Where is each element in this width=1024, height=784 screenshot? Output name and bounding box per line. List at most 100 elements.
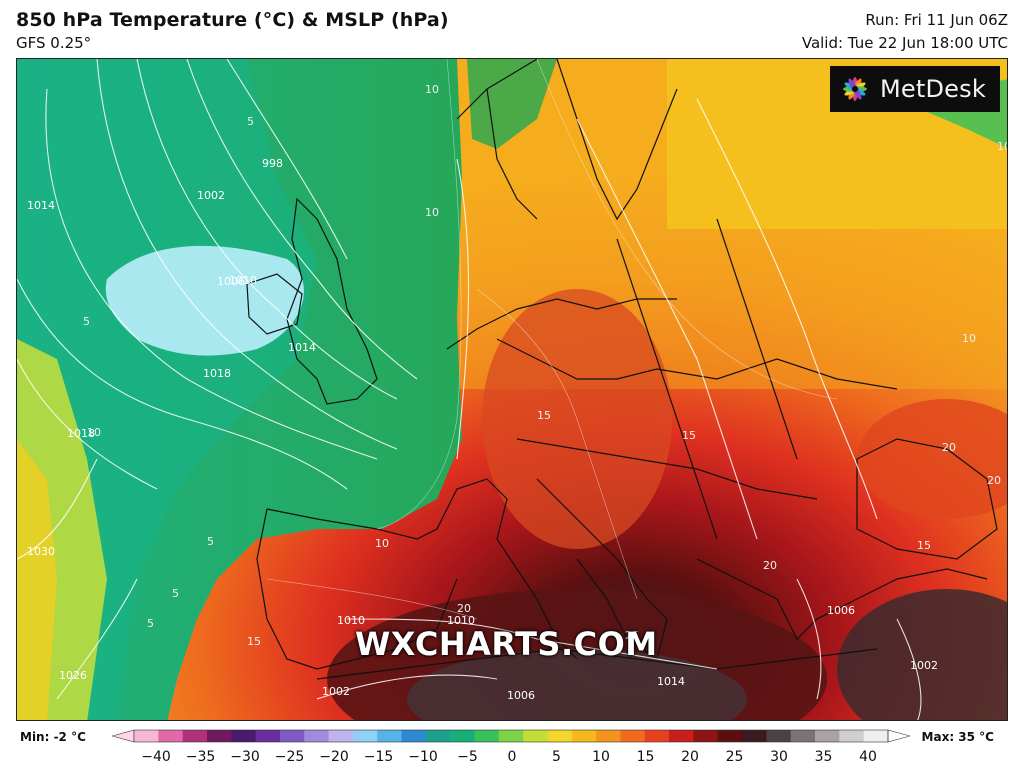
legend-tick-label: 15	[636, 749, 655, 765]
north-africa-coast	[316, 648, 878, 680]
legend-swatch	[644, 730, 670, 742]
legend-swatch	[839, 730, 865, 742]
map-canvas: 998 1002 1006 1010 1014 1018 1026 1030 1…	[17, 59, 1007, 720]
legend-tick-label: −35	[185, 749, 216, 765]
temp-label: 10	[962, 332, 976, 345]
isobar-east-2	[576, 118, 758, 540]
temp-label: 10	[375, 537, 389, 550]
temp-label: 5	[247, 115, 254, 128]
france-iberia-coast	[266, 478, 578, 660]
legend-swatch	[182, 730, 208, 742]
temp-label: 20	[942, 441, 956, 454]
temp-label: 15	[537, 409, 551, 422]
valid-time: Valid: Tue 22 Jun 18:00 UTC	[801, 34, 1008, 52]
legend-swatch	[498, 730, 524, 742]
legend-swatch	[450, 730, 476, 742]
legend-swatch	[401, 730, 427, 742]
isobar-1002-south	[316, 674, 498, 700]
isobar-label: 1002	[910, 659, 938, 672]
iberia-coast	[256, 508, 458, 670]
isobar-1018	[17, 278, 348, 490]
isobar-label: 1006	[217, 275, 245, 288]
isobar-1002	[186, 59, 418, 380]
legend-swatch	[158, 730, 184, 742]
isobar-labels: 998 1002 1006 1010 1014 1018 1026 1030 1…	[27, 157, 938, 702]
black-sea-hot	[857, 399, 1007, 519]
legend-max-label: Max: 35 °C	[921, 730, 994, 744]
legend-min-label: Min: -2 °C	[20, 730, 86, 744]
isobar-1010-south	[346, 618, 718, 670]
legend-low-arrow	[110, 729, 135, 743]
legend-swatch	[571, 730, 597, 742]
isobar-label: 1030	[27, 545, 55, 558]
legend-swatch	[766, 730, 792, 742]
temp-label: 5	[172, 587, 179, 600]
legend-swatch	[523, 730, 548, 742]
isobar-label: 1018	[67, 427, 95, 440]
legend-swatch	[742, 730, 767, 742]
isobar-label: 1002	[322, 685, 350, 698]
legend-swatch	[328, 730, 354, 742]
legend-swatch	[304, 730, 330, 742]
isobar-1022	[17, 358, 158, 490]
country-border-3	[616, 238, 718, 540]
isobar-1014	[45, 88, 378, 460]
country-border-2	[516, 438, 818, 500]
great-britain-coast	[286, 197, 378, 405]
temperature-contours	[266, 59, 838, 620]
isobar-label: 1006	[507, 689, 535, 702]
legend-ticks: −40 −35 −30 −25 −20 −15 −10 −5 0 5 10 15 20 25 30 35 40	[0, 749, 1024, 769]
metdesk-flower-icon	[843, 77, 867, 101]
legend-swatch	[134, 730, 159, 742]
isobar-label: 1026	[59, 669, 87, 682]
isobars	[17, 59, 922, 720]
country-border-1	[496, 338, 898, 390]
country-border-4	[716, 218, 798, 460]
legend-swatch	[377, 730, 403, 742]
temp-label: 20	[457, 602, 471, 615]
legend-swatch	[231, 730, 257, 742]
temp-label: 10	[425, 206, 439, 219]
legend-tick-label: 5	[552, 749, 561, 765]
metdesk-logo-text: MetDesk	[880, 75, 986, 103]
temp-label: 10	[425, 83, 439, 96]
isobar-label: 1014	[27, 199, 55, 212]
legend-swatch	[815, 730, 840, 742]
isobar-label: 1010	[337, 614, 365, 627]
legend-high-arrow	[887, 729, 912, 743]
italy-coast	[536, 478, 668, 660]
chart-title: 850 hPa Temperature (°C) & MSLP (hPa)	[16, 9, 449, 31]
legend-tick-label: −15	[363, 749, 394, 765]
ireland-coast	[246, 273, 303, 335]
model-name: GFS 0.25°	[16, 34, 92, 52]
temp-label: 20	[763, 559, 777, 572]
legend-tick-label: −10	[408, 749, 438, 765]
legend-tick-label: 40	[859, 749, 877, 765]
legend-swatch	[863, 730, 889, 742]
legend-swatch	[425, 730, 451, 742]
temp-label: 20	[987, 474, 1001, 487]
temp-label: 15	[247, 635, 261, 648]
temp-label: 5	[207, 535, 214, 548]
isobar-east-3	[696, 98, 878, 520]
cold-pool-ireland	[105, 245, 304, 356]
temperature-labels: 5 10 10 10 5 5 5 5 10 15 15 20 20 25 15 …	[83, 83, 1007, 648]
legend-swatch	[693, 730, 719, 742]
isobar-label: 1006	[827, 604, 855, 617]
isobar-1002-east	[896, 618, 922, 720]
isobar-1026	[56, 578, 138, 700]
legend-tick-label: −25	[274, 749, 305, 765]
south-west-warm	[17, 439, 57, 720]
isobar-label: 1014	[288, 341, 316, 354]
legend-tick-label: 0	[507, 749, 517, 765]
norway-coast	[456, 59, 538, 220]
scandinavia-green	[467, 59, 557, 149]
legend-tick-label: 25	[725, 749, 744, 765]
isobar-label: 1010	[447, 614, 475, 627]
weather-map[interactable]: 998 1002 1006 1010 1014 1018 1026 1030 1…	[16, 58, 1008, 721]
coastlines	[246, 59, 998, 680]
sahara-core-dark	[407, 649, 747, 720]
metdesk-logo: MetDesk	[830, 66, 1000, 112]
temp-label: 25	[625, 629, 639, 642]
legend-tick-label: −30	[230, 749, 260, 765]
